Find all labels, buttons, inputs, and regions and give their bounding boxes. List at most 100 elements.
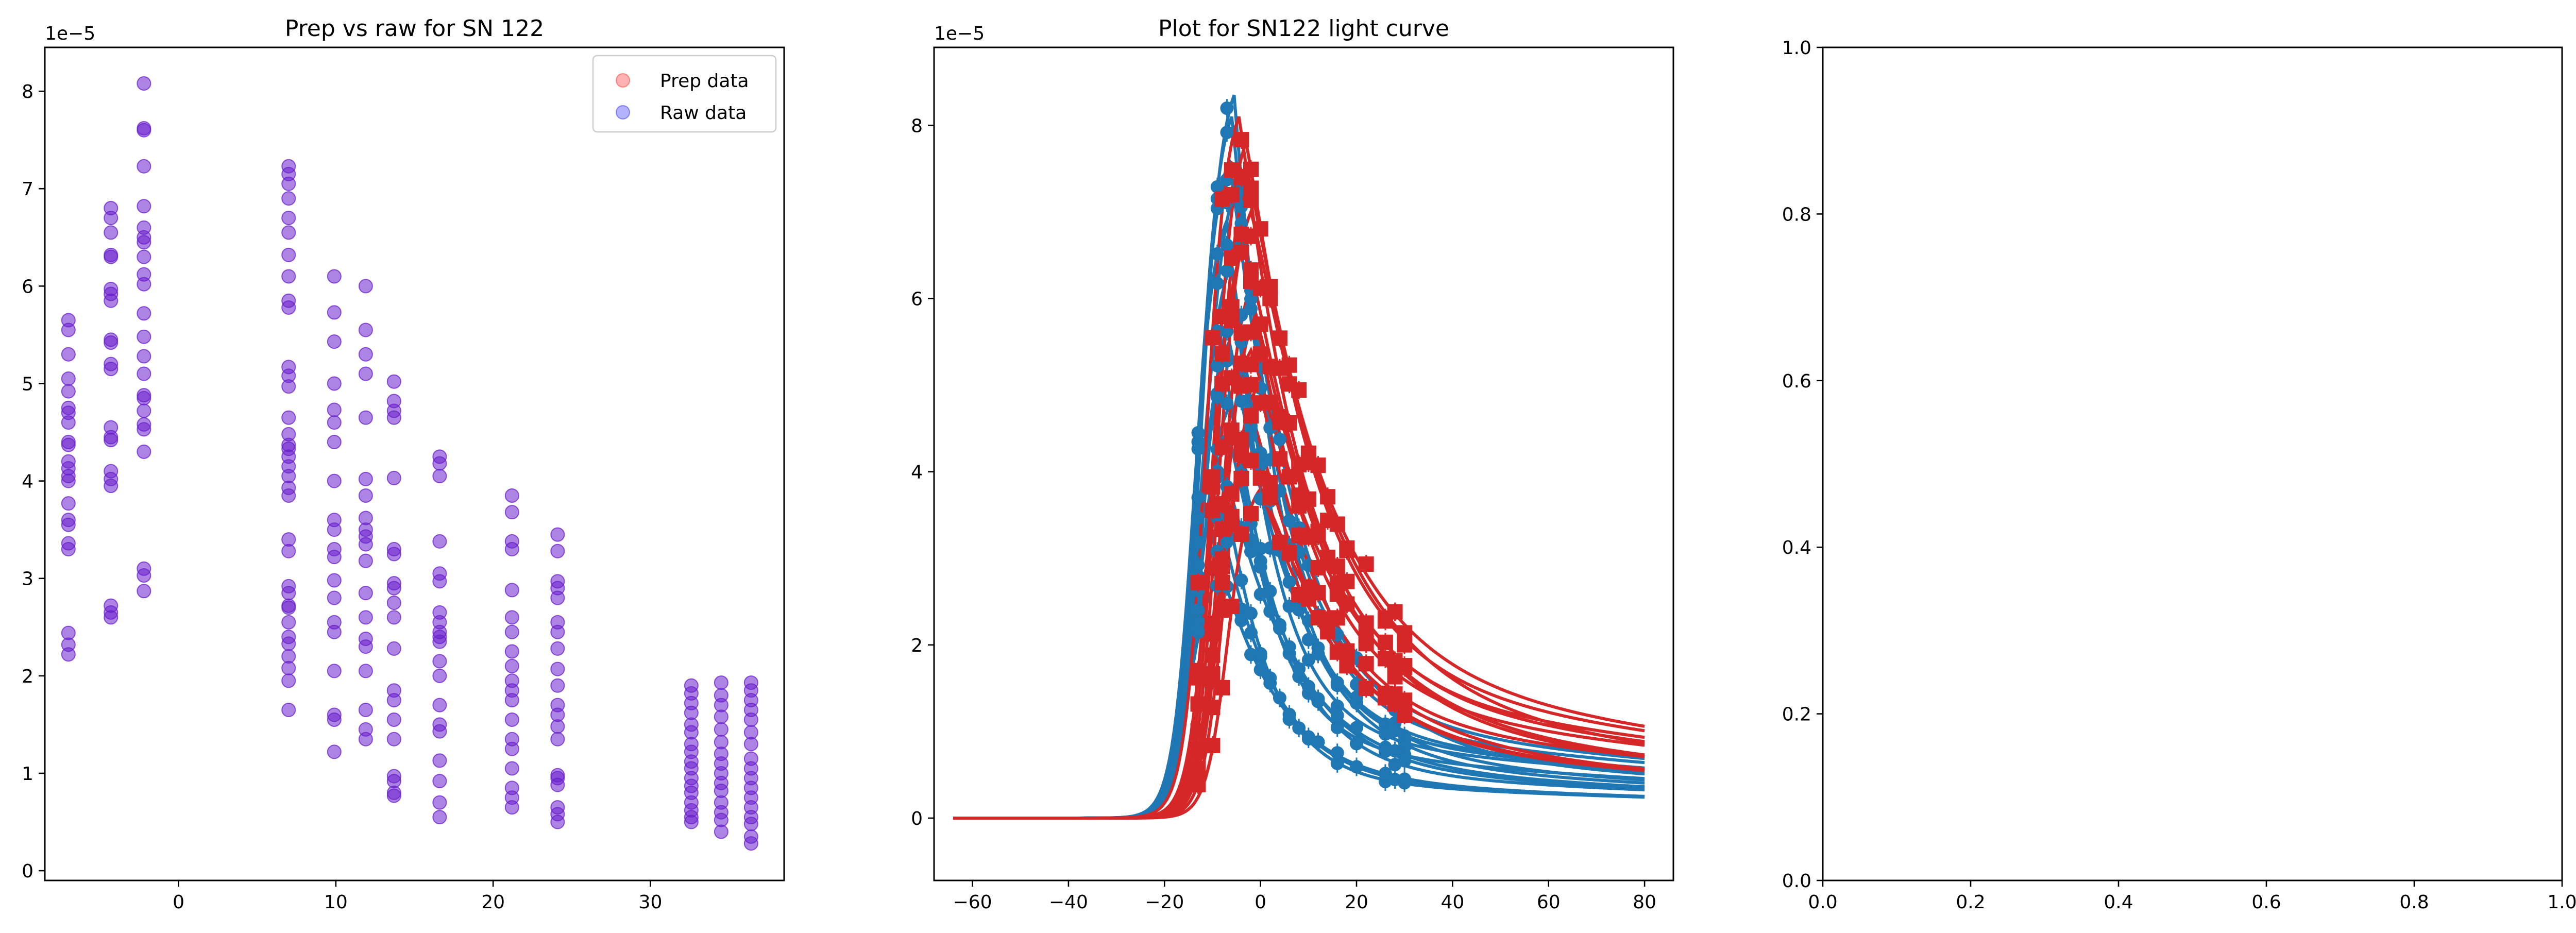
data-point (743, 725, 758, 740)
data-point (327, 305, 342, 320)
data-point (61, 384, 76, 399)
data-point (358, 610, 373, 625)
data-point-blue (1350, 760, 1363, 774)
legend-label-prep: Prep data (660, 71, 749, 92)
data-point (550, 661, 565, 676)
data-point (327, 473, 342, 488)
data-point-red (1339, 596, 1355, 612)
data-point-blue (1292, 721, 1306, 735)
data-point-red (1233, 244, 1249, 260)
data-point-blue (1191, 535, 1205, 549)
data-point-red (1243, 505, 1259, 521)
data-point (281, 703, 296, 718)
x-tick-label: 80 (1633, 892, 1656, 913)
legend-marker-prep (616, 73, 630, 88)
data-point-blue (1220, 125, 1234, 139)
data-point (61, 347, 76, 362)
data-point (550, 544, 565, 558)
data-point-red (1243, 161, 1259, 177)
data-point-blue (1263, 584, 1277, 598)
data-point-red (1214, 346, 1230, 362)
data-point (281, 269, 296, 284)
data-point-red (1243, 377, 1259, 393)
data-point (358, 553, 373, 568)
data-point (137, 366, 151, 381)
data-point (281, 293, 296, 308)
data-point (137, 584, 151, 599)
data-point-red (1358, 556, 1374, 572)
data-point-red (1310, 457, 1326, 473)
data-point-blue (1273, 621, 1286, 635)
data-point-red (1339, 542, 1355, 558)
data-point (432, 753, 447, 768)
x-tick-label: 0.6 (2251, 892, 2281, 913)
data-point-blue (1301, 653, 1315, 667)
data-point-red (1397, 692, 1413, 708)
data-point-red (1214, 574, 1230, 590)
data-point (61, 496, 76, 511)
legend: Prep data Raw data (592, 55, 777, 133)
data-point (550, 574, 565, 589)
data-point-red (1190, 744, 1206, 760)
data-point-blue (1378, 744, 1392, 758)
data-point (432, 449, 447, 464)
y-tick-label: 0.2 (1782, 704, 1811, 725)
y-tick-label: 4 (911, 462, 923, 483)
data-point (432, 605, 447, 620)
data-point-red (1272, 451, 1287, 467)
data-point-red (1233, 527, 1249, 542)
y-tick-label: 0.0 (1782, 871, 1811, 892)
data-point-red (1262, 279, 1278, 295)
data-point (550, 732, 565, 747)
data-point (104, 332, 118, 347)
data-point-red (1339, 573, 1355, 589)
data-point (137, 249, 151, 264)
data-point (358, 631, 373, 646)
x-tick-label: 0 (1255, 892, 1266, 913)
data-point (714, 735, 728, 750)
data-point-red (1281, 545, 1297, 561)
data-point (550, 615, 565, 630)
data-point-blue (1253, 647, 1267, 660)
data-point (386, 394, 401, 409)
y-tick-label: 7 (22, 179, 33, 200)
data-point-red (1310, 585, 1326, 601)
data-point (281, 410, 296, 425)
data-point (504, 488, 519, 503)
data-point-blue (1330, 756, 1344, 770)
data-point (104, 282, 118, 297)
data-point-blue (1220, 397, 1234, 411)
y-tick-label: 6 (911, 289, 923, 310)
data-point (386, 596, 401, 610)
data-point-blue (1378, 767, 1392, 781)
data-point-red (1214, 680, 1230, 695)
data-point (327, 573, 342, 588)
data-point-red (1339, 658, 1355, 674)
data-point-red (1243, 452, 1259, 468)
data-point (281, 579, 296, 593)
plot-frame (1822, 46, 2563, 881)
data-point-red (1262, 394, 1278, 410)
data-point-red (1190, 574, 1206, 590)
data-point (137, 220, 151, 235)
data-point (61, 536, 76, 551)
data-point-blue (1330, 699, 1344, 713)
data-point-blue (1350, 737, 1363, 751)
data-point (358, 366, 373, 381)
data-point-red (1262, 474, 1278, 490)
data-point (432, 534, 447, 549)
data-point (61, 625, 76, 640)
data-point (281, 673, 296, 688)
data-point (104, 201, 118, 216)
y-tick-label: 3 (22, 569, 33, 590)
data-point (386, 374, 401, 389)
data-point-red (1205, 330, 1221, 346)
data-point-blue (1210, 180, 1224, 194)
data-point-blue (1191, 615, 1205, 629)
data-point-blue (1210, 390, 1224, 404)
x-tick-label: 1.0 (2547, 892, 2576, 913)
data-point-red (1281, 357, 1297, 373)
data-point-blue (1263, 604, 1277, 618)
data-point (358, 703, 373, 718)
data-point (714, 675, 728, 690)
